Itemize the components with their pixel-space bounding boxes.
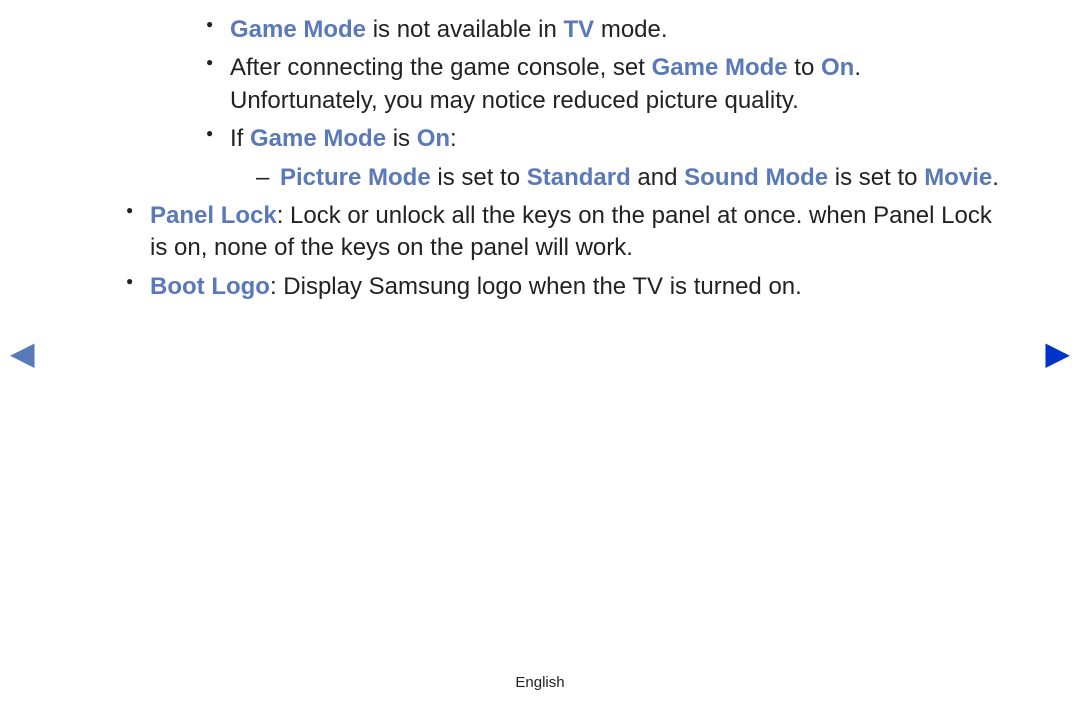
bullet-item: After connecting the game console, set G… xyxy=(70,52,1010,117)
highlighted-term: Panel Lock xyxy=(150,202,277,229)
footer-language: English xyxy=(0,674,1080,691)
body-text: is xyxy=(386,125,417,152)
highlighted-term: Game Mode xyxy=(230,16,366,43)
body-text: : Display Samsung logo when the TV is tu… xyxy=(270,273,802,300)
body-text: : Lock or unlock all the keys on the pan… xyxy=(150,202,992,261)
dash-item: Picture Mode is set to Standard and Soun… xyxy=(70,162,1010,194)
body-text: is not available in xyxy=(366,16,563,43)
bullet-item: Boot Logo: Display Samsung logo when the… xyxy=(70,271,1010,303)
highlighted-term: TV xyxy=(563,16,594,43)
body-text: After connecting the game console, set xyxy=(230,54,652,81)
body-text: . xyxy=(992,164,999,191)
body-text: : xyxy=(450,125,457,152)
content-area: Game Mode is not available in TV mode. A… xyxy=(0,14,1080,309)
highlighted-term: Game Mode xyxy=(652,54,788,81)
body-text: to xyxy=(788,54,821,81)
highlighted-term: Picture Mode xyxy=(280,164,431,191)
highlighted-term: On xyxy=(417,125,450,152)
highlighted-term: On xyxy=(821,54,854,81)
highlighted-term: Sound Mode xyxy=(684,164,828,191)
highlighted-term: Boot Logo xyxy=(150,273,270,300)
body-text: is set to xyxy=(828,164,924,191)
bullet-item: Panel Lock: Lock or unlock all the keys … xyxy=(70,200,1010,265)
highlighted-term: Movie xyxy=(924,164,992,191)
prev-page-arrow-icon[interactable]: ◀ xyxy=(10,337,35,369)
body-text: mode. xyxy=(594,16,667,43)
manual-page: Game Mode is not available in TV mode. A… xyxy=(0,0,1080,705)
next-page-arrow-icon[interactable]: ▶ xyxy=(1045,337,1070,369)
highlighted-term: Standard xyxy=(527,164,631,191)
body-text: and xyxy=(631,164,684,191)
bullet-item: Game Mode is not available in TV mode. xyxy=(70,14,1010,46)
body-text: is set to xyxy=(431,164,527,191)
body-text: If xyxy=(230,125,250,152)
highlighted-term: Game Mode xyxy=(250,125,386,152)
bullet-item: If Game Mode is On: xyxy=(70,123,1010,155)
